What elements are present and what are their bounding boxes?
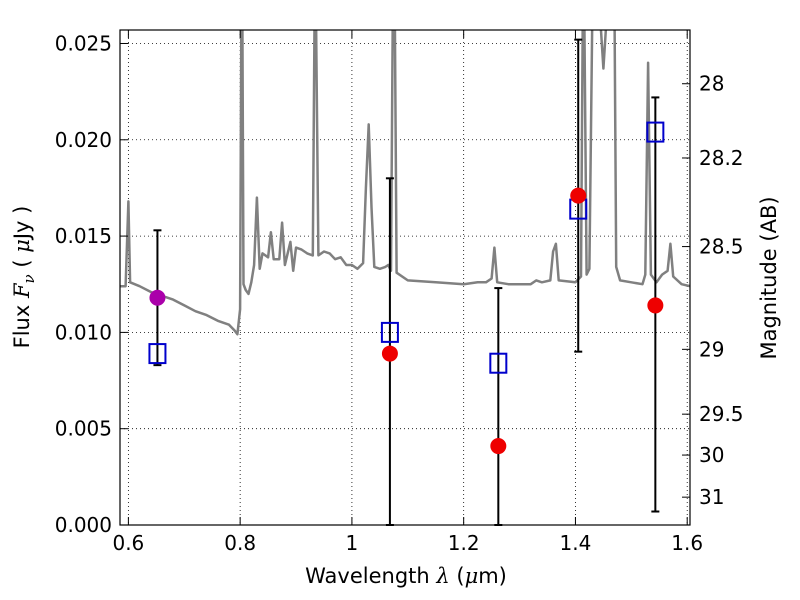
x-tick-label: 1.6 bbox=[671, 531, 703, 555]
observed-flux-point bbox=[381, 345, 398, 362]
ticks-layer: 0.6 0.8 1 1.2 1.4 1.6 0.000 0.005 0.010 0.015 0.02… bbox=[55, 30, 744, 555]
x-tick-label: 0.6 bbox=[112, 531, 144, 555]
sed-model-line bbox=[120, 30, 690, 336]
y2-tick-label: 29.5 bbox=[699, 402, 744, 426]
y-axis-title: Flux Fν ( μJy ) bbox=[10, 206, 38, 349]
markers-layer bbox=[148, 121, 665, 455]
y2-tick-label: 30 bbox=[699, 443, 724, 467]
y-tick-label: 0.005 bbox=[55, 417, 112, 441]
model-square-marker bbox=[380, 321, 399, 343]
observed-flux-point bbox=[570, 187, 587, 204]
y-tick-label: 0.000 bbox=[55, 513, 112, 537]
plot-frame bbox=[119, 29, 691, 526]
x-tick-label: 1 bbox=[346, 531, 359, 555]
x-tick-label: 0.8 bbox=[224, 531, 256, 555]
y-tick-label: 0.010 bbox=[55, 320, 112, 344]
model-square-marker bbox=[489, 352, 508, 374]
y2-tick-label: 28.2 bbox=[699, 146, 744, 170]
y2-tick-label: 28 bbox=[699, 72, 724, 96]
y2-tick-label: 28.5 bbox=[699, 235, 744, 259]
y-tick-label: 0.015 bbox=[55, 224, 112, 248]
observed-flux-point bbox=[149, 289, 166, 306]
x-axis-title: Wavelength λ (μm) bbox=[305, 564, 507, 588]
x-tick-label: 1.4 bbox=[560, 531, 592, 555]
y-tick-label: 0.025 bbox=[55, 31, 112, 55]
observed-flux-point bbox=[647, 297, 664, 314]
observed-flux-point bbox=[490, 438, 507, 455]
y2-tick-label: 31 bbox=[699, 485, 724, 509]
y2-axis-title: Magnitude (AB) bbox=[757, 196, 781, 359]
x-tick-label: 1.2 bbox=[448, 531, 480, 555]
model-square-marker bbox=[148, 343, 167, 365]
y-tick-label: 0.020 bbox=[55, 128, 112, 152]
y2-tick-label: 29 bbox=[699, 337, 724, 361]
model-square-marker bbox=[646, 121, 665, 143]
error-bars-layer bbox=[153, 38, 660, 526]
sed-model-layer bbox=[120, 30, 690, 336]
